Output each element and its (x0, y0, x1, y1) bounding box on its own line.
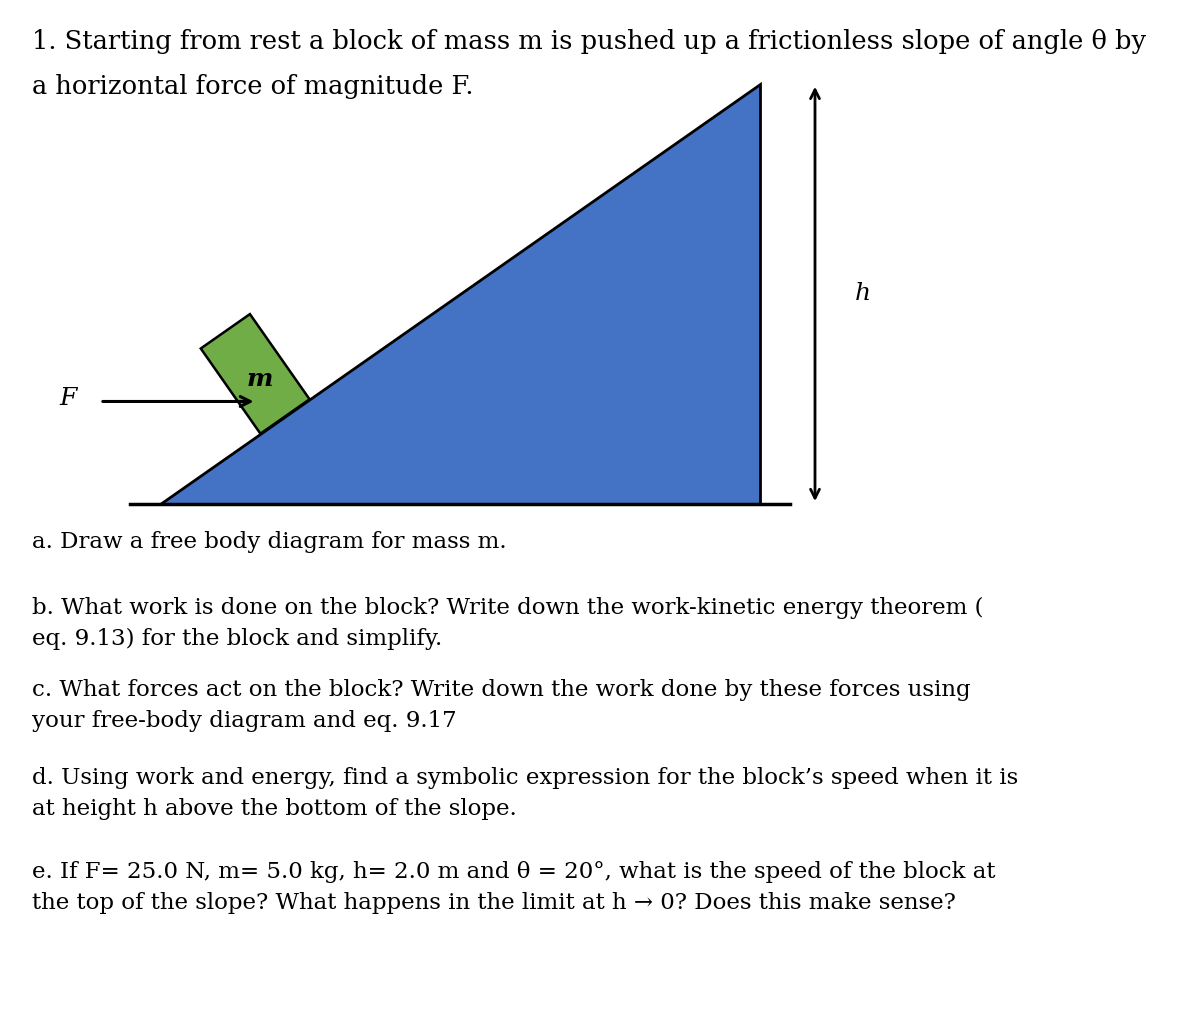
Text: b. What work is done on the block? Write down the work-kinetic energy theorem (
: b. What work is done on the block? Write… (32, 597, 984, 650)
Text: e. If F= 25.0 N, m= 5.0 kg, h= 2.0 m and θ = 20°, what is the speed of the block: e. If F= 25.0 N, m= 5.0 kg, h= 2.0 m and… (32, 861, 996, 913)
Polygon shape (160, 84, 760, 504)
Text: 1. Starting from rest a block of mass m is pushed up a frictionless slope of ang: 1. Starting from rest a block of mass m … (32, 29, 1146, 54)
Text: m: m (247, 367, 274, 391)
Text: c. What forces act on the block? Write down the work done by these forces using
: c. What forces act on the block? Write d… (32, 679, 971, 732)
Text: a horizontal force of magnitude F.: a horizontal force of magnitude F. (32, 74, 474, 99)
Text: h: h (856, 282, 871, 306)
Text: F: F (59, 387, 77, 410)
Text: d. Using work and energy, find a symbolic expression for the block’s speed when : d. Using work and energy, find a symboli… (32, 767, 1019, 819)
Text: a. Draw a free body diagram for mass m.: a. Draw a free body diagram for mass m. (32, 531, 506, 553)
Polygon shape (200, 314, 310, 434)
